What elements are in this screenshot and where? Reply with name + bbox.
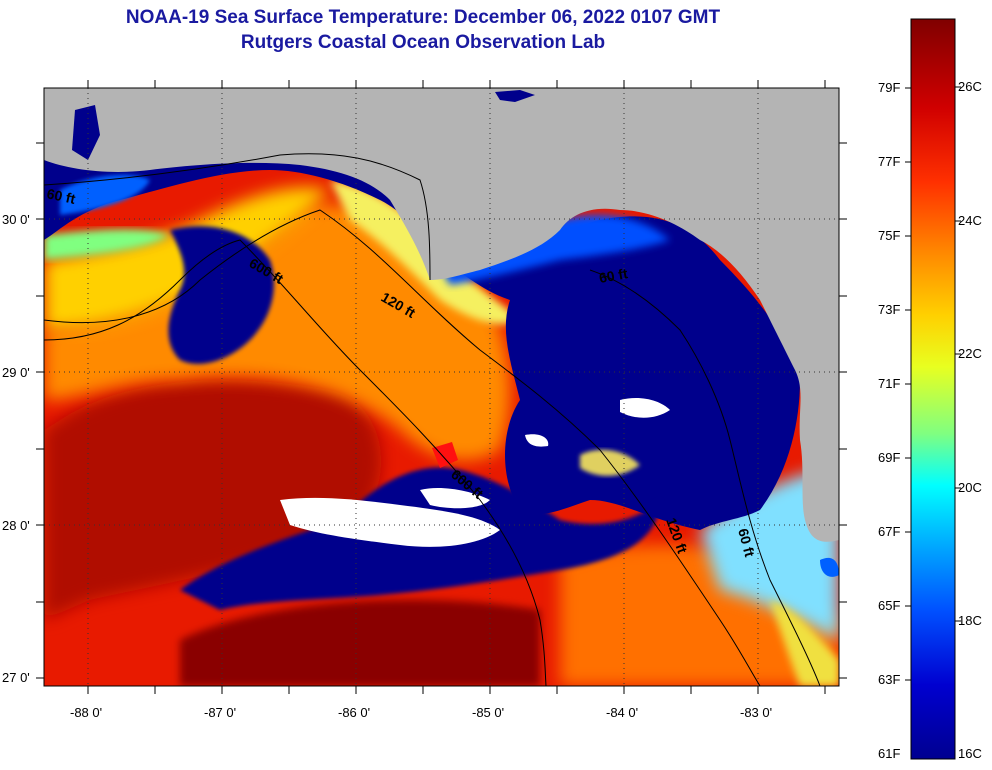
lat-label-30: 30 0' bbox=[2, 212, 30, 227]
colorbar-label-69f: 69F bbox=[878, 450, 901, 465]
mobile-bay bbox=[72, 105, 100, 160]
map-title: NOAA-19 Sea Surface Temperature: Decembe… bbox=[125, 7, 721, 28]
cloud-patch-small bbox=[420, 488, 490, 509]
colorbar-label-16c: 16C bbox=[958, 746, 982, 761]
colorbar-label-79f: 79F bbox=[878, 80, 901, 95]
yellow-southeast bbox=[770, 600, 839, 686]
colorbar-label-77f: 77F bbox=[878, 154, 901, 169]
depth-contours bbox=[44, 153, 821, 686]
green-nearshore bbox=[44, 229, 170, 260]
colorbar-label-71f: 71F bbox=[878, 376, 901, 391]
inland-lake bbox=[495, 90, 535, 102]
colorbar-label-63f: 63F bbox=[878, 672, 901, 687]
lat-label-27: 27 0' bbox=[2, 670, 30, 685]
contour-60ft-east bbox=[589, 269, 821, 686]
contour-60ft-west bbox=[44, 153, 431, 281]
warm-core-south bbox=[180, 600, 540, 686]
colorbar-label-61f: 61F bbox=[878, 746, 901, 761]
depth-label-60ft-east: 60 ft bbox=[598, 265, 629, 286]
orange-shelf-water bbox=[44, 204, 511, 461]
colorbar-label-73f: 73F bbox=[878, 302, 901, 317]
lon-label-88: -88 0' bbox=[70, 705, 103, 720]
cloud-patch-east-2 bbox=[525, 434, 549, 447]
depth-label-60ft-west: 60 ft bbox=[45, 185, 77, 207]
colorbar-label-20c: 20C bbox=[958, 480, 982, 495]
blue-band-coast bbox=[430, 215, 670, 285]
colorbar-label-75f: 75F bbox=[878, 228, 901, 243]
cloud-patch-east-1 bbox=[620, 398, 670, 418]
lat-label-29: 29 0' bbox=[2, 365, 30, 380]
colorbar bbox=[910, 18, 956, 760]
cold-tongue-west bbox=[168, 226, 274, 364]
frame-ticks bbox=[36, 80, 847, 694]
colorbar-label-24c: 24C bbox=[958, 213, 982, 228]
hot-spot bbox=[432, 442, 458, 468]
warm-core-west bbox=[44, 380, 382, 620]
contour-600ft bbox=[44, 239, 547, 686]
sst-image bbox=[44, 88, 839, 686]
colorbar-label-18c: 18C bbox=[958, 613, 982, 628]
lon-label-86: -86 0' bbox=[338, 705, 371, 720]
land-mass bbox=[44, 88, 839, 542]
lat-label-28: 28 0' bbox=[2, 518, 30, 533]
colorbar-ticks bbox=[905, 86, 961, 681]
contour-120ft bbox=[44, 209, 761, 686]
lon-label-84: -84 0' bbox=[606, 705, 639, 720]
colorbar-label-26c: 26C bbox=[958, 79, 982, 94]
lon-label-83: -83 0' bbox=[740, 705, 773, 720]
map-subtitle: Rutgers Coastal Ocean Observation Lab bbox=[240, 32, 606, 53]
map-frame bbox=[43, 87, 840, 687]
lon-label-85: -85 0' bbox=[472, 705, 505, 720]
colorbar-label-67f: 67F bbox=[878, 524, 901, 539]
coastal-inlet-east bbox=[820, 557, 839, 577]
colorbar-label-22c: 22C bbox=[958, 346, 982, 361]
colorbar-label-65f: 65F bbox=[878, 598, 901, 613]
cloud-patch-central bbox=[280, 497, 500, 547]
blue-nearshore-west bbox=[60, 174, 150, 215]
depth-label-60ft-southeast: 60 ft bbox=[735, 527, 758, 559]
lon-label-87: -87 0' bbox=[204, 705, 237, 720]
